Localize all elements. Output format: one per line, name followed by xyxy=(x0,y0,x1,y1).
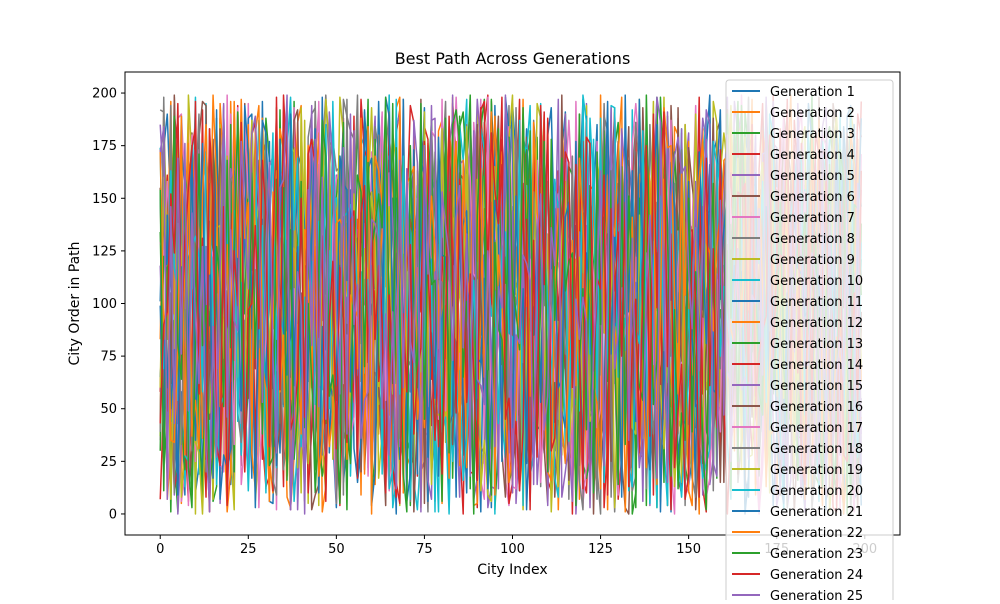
y-tick-label: 175 xyxy=(92,139,117,154)
legend-label: Generation 20 xyxy=(770,484,863,499)
y-tick-label: 100 xyxy=(92,297,117,312)
y-tick-label: 150 xyxy=(92,192,117,207)
legend-label: Generation 1 xyxy=(770,85,855,100)
y-tick-label: 125 xyxy=(92,244,117,259)
legend: Generation 1 Generation 2 Generation 3 Gene… xyxy=(725,79,894,604)
x-tick-label: 0 xyxy=(156,542,164,557)
legend-label: Generation 5 xyxy=(770,169,855,184)
legend-label: Generation 10 xyxy=(770,274,863,289)
y-tick-label: 50 xyxy=(100,402,117,417)
legend-label: Generation 14 xyxy=(770,358,863,373)
y-axis: 0 25 50 75 100 125 150 175 200 xyxy=(92,87,125,522)
legend-label: Generation 22 xyxy=(770,526,863,541)
legend-label: Generation 19 xyxy=(770,463,863,478)
legend-label: Generation 12 xyxy=(770,316,863,331)
legend-label: Generation 17 xyxy=(770,421,863,436)
legend-label: Generation 2 xyxy=(770,106,855,121)
y-tick-label: 25 xyxy=(100,455,117,470)
legend-label: Generation 9 xyxy=(770,253,855,268)
legend-label: Generation 8 xyxy=(770,232,855,247)
legend-label: Generation 11 xyxy=(770,295,863,310)
legend-label: Generation 23 xyxy=(770,547,863,562)
x-tick-label: 75 xyxy=(416,542,433,557)
legend-label: Generation 3 xyxy=(770,127,855,142)
chart-title: Best Path Across Generations xyxy=(395,49,631,68)
y-tick-label: 75 xyxy=(100,350,117,365)
legend-label: Generation 25 xyxy=(770,589,863,600)
legend-label: Generation 18 xyxy=(770,442,863,457)
legend-label: Generation 13 xyxy=(770,337,863,352)
x-axis-label: City Index xyxy=(477,562,547,578)
legend-label: Generation 7 xyxy=(770,211,855,226)
x-tick-label: 125 xyxy=(588,542,613,557)
legend-label: Generation 6 xyxy=(770,190,855,205)
x-tick-label: 150 xyxy=(676,542,701,557)
x-tick-label: 25 xyxy=(240,542,257,557)
y-tick-label: 200 xyxy=(92,87,117,102)
legend-label: Generation 24 xyxy=(770,568,863,583)
y-tick-label: 0 xyxy=(109,507,117,522)
legend-label: Generation 4 xyxy=(770,148,855,163)
x-tick-label: 100 xyxy=(500,542,525,557)
legend-label: Generation 16 xyxy=(770,400,863,415)
legend-label: Generation 21 xyxy=(770,505,863,520)
y-axis-label: City Order in Path xyxy=(67,241,83,365)
x-tick-label: 50 xyxy=(328,542,345,557)
legend-box xyxy=(725,79,894,604)
legend-label: Generation 15 xyxy=(770,379,863,394)
